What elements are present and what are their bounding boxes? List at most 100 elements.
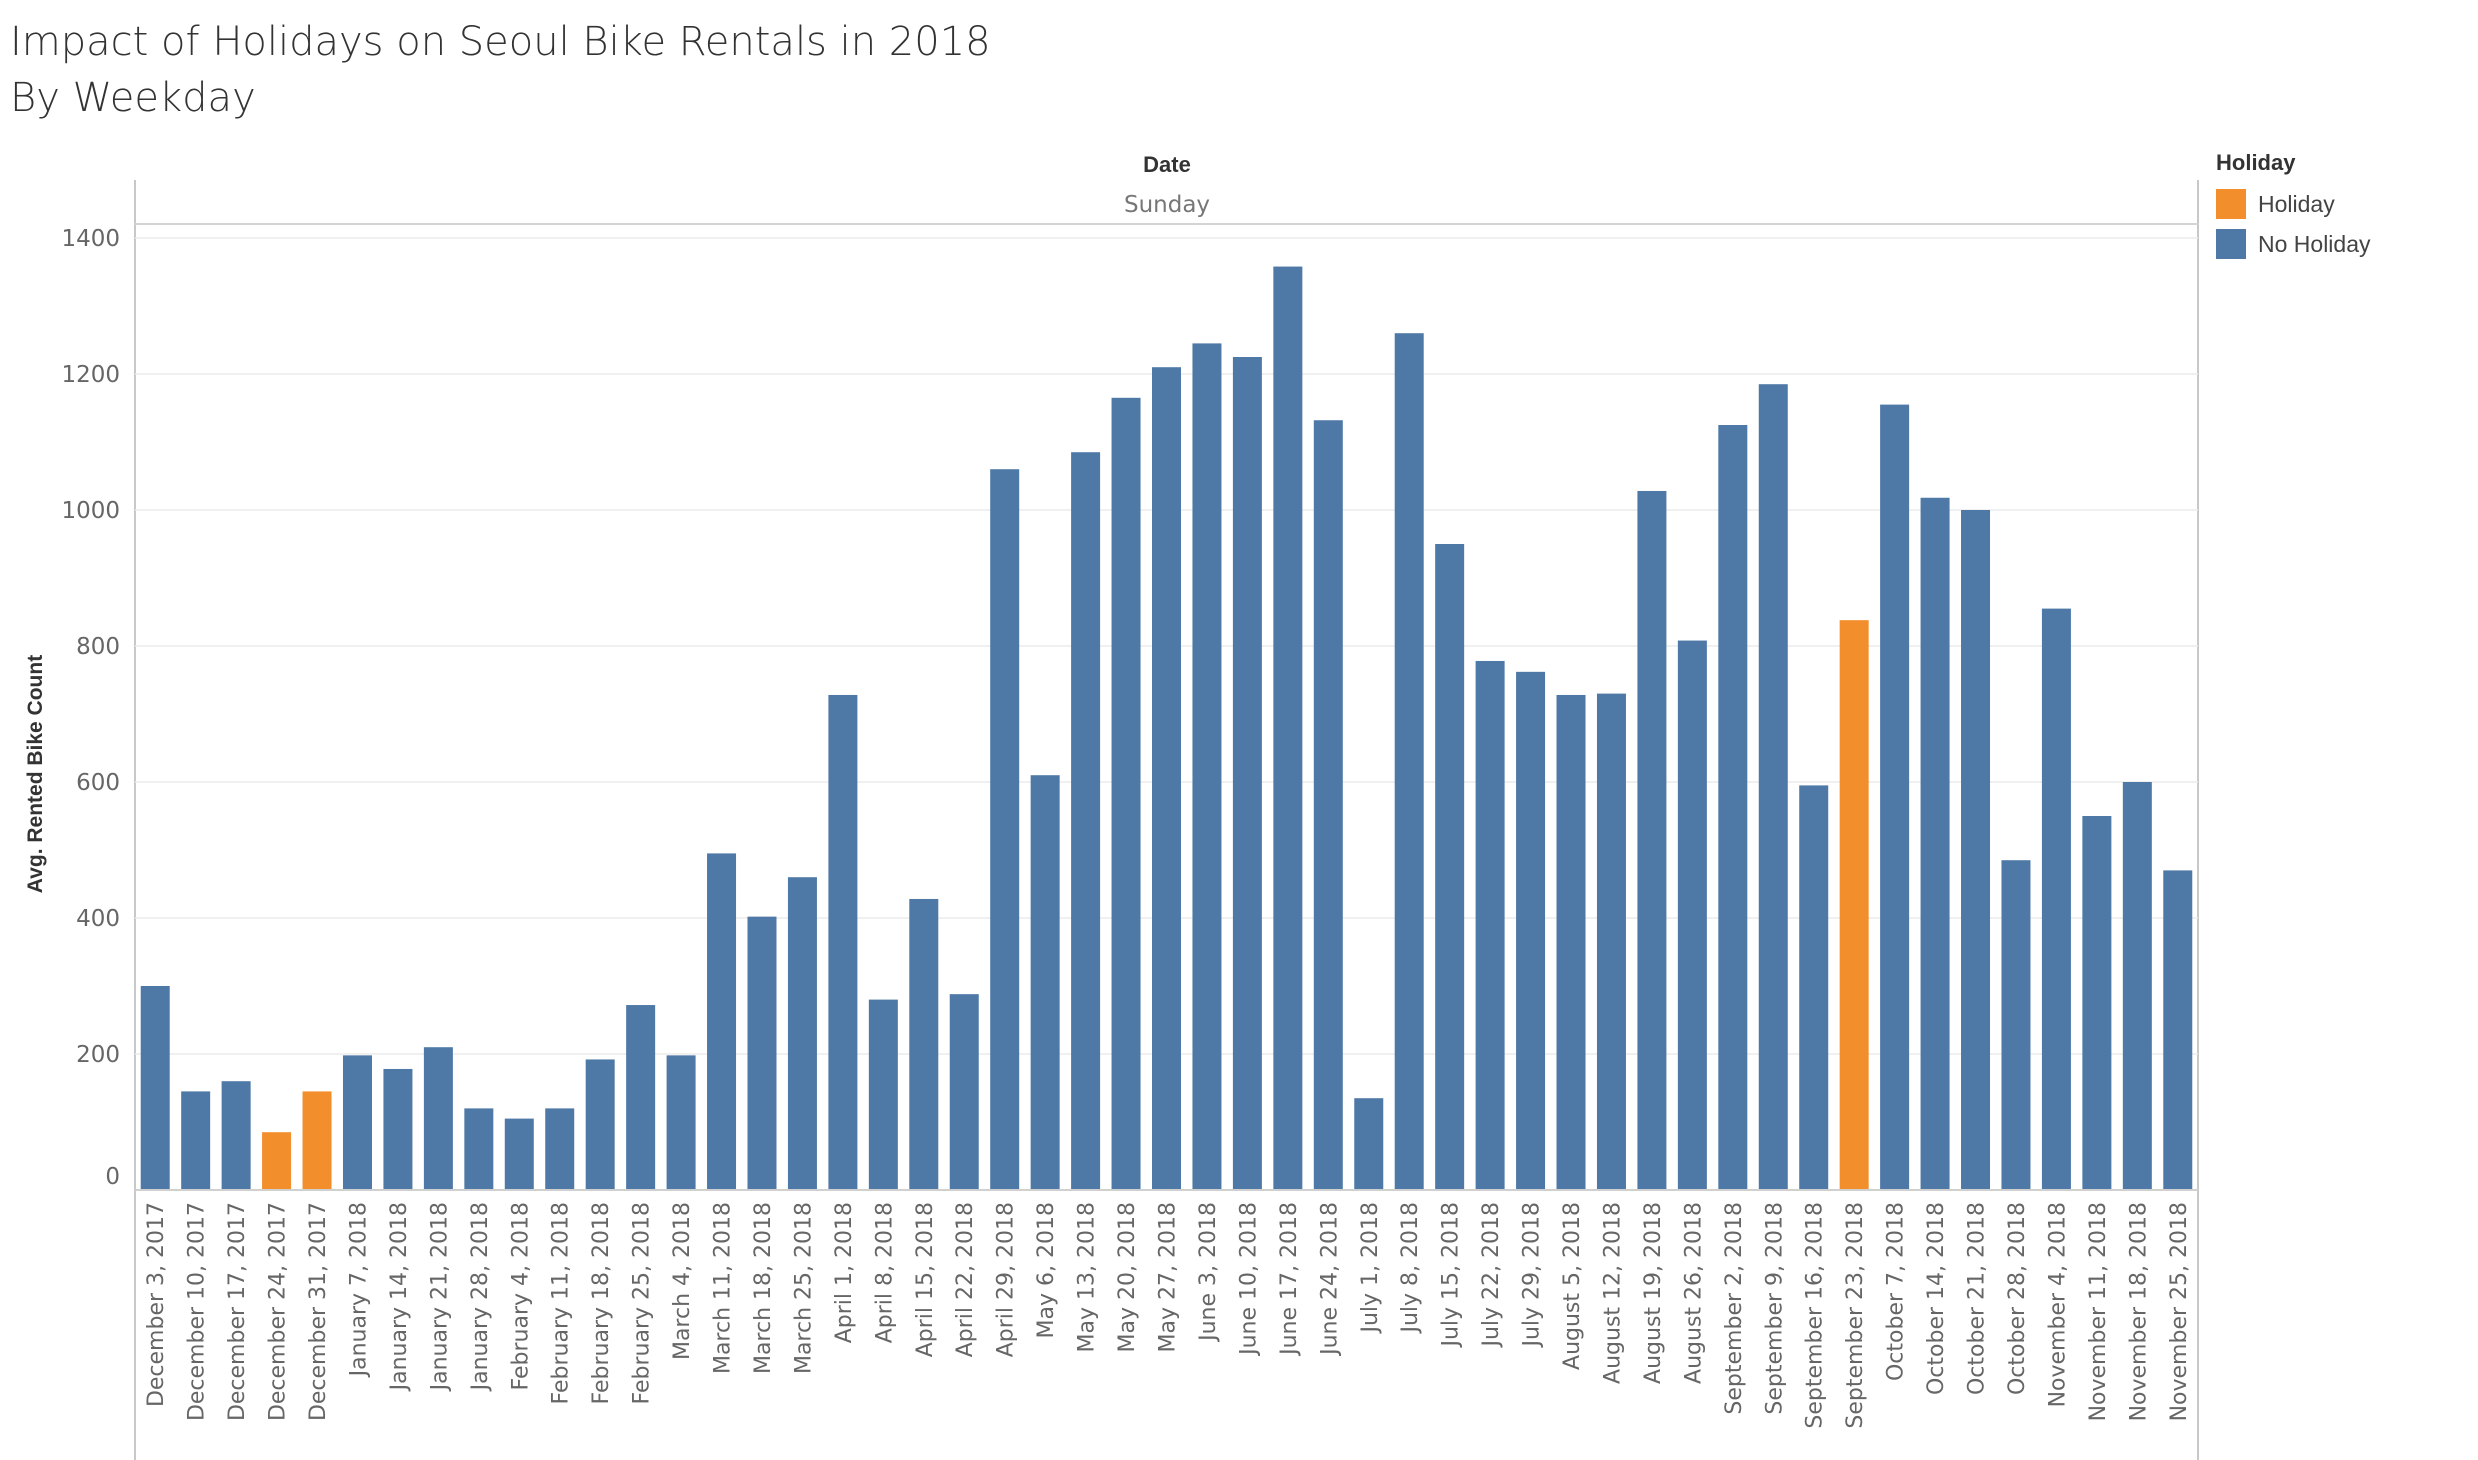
bar-19	[868, 999, 898, 1190]
y-tick-label-1000: 1000	[61, 498, 120, 524]
bar-39	[1677, 640, 1707, 1190]
bar-51	[2163, 870, 2193, 1190]
bar-42	[1799, 785, 1829, 1190]
y-tick-label-600: 600	[76, 770, 120, 796]
x-tick-label-20: April 15, 2018	[913, 1202, 938, 1357]
legend-item-no-holiday[interactable]: No Holiday	[2216, 224, 2371, 264]
x-tick-label-21: April 22, 2018	[953, 1202, 978, 1357]
chart-title: Impact of Holidays on Seoul Bike Rentals…	[10, 19, 991, 65]
x-tick-label-33: July 15, 2018	[1439, 1202, 1464, 1349]
y-tick-label-400: 400	[76, 906, 120, 932]
bar-47	[2001, 860, 2031, 1190]
bar-5	[302, 1091, 332, 1190]
bar-12	[585, 1059, 615, 1190]
x-tick-label-14: March 4, 2018	[670, 1202, 695, 1360]
y-tick-label-0: 0	[105, 1164, 120, 1190]
bar-17	[787, 877, 817, 1190]
y-tick-label-800: 800	[76, 634, 120, 660]
bar-40	[1718, 425, 1748, 1190]
x-tick-label-5: December 31, 2017	[306, 1202, 331, 1421]
bar-18	[828, 694, 858, 1190]
bar-27	[1192, 343, 1222, 1190]
bar-23	[1030, 775, 1060, 1190]
x-tick-label-48: November 4, 2018	[2045, 1202, 2070, 1407]
x-tick-label-30: June 24, 2018	[1317, 1202, 1342, 1357]
x-tick-label-13: February 25, 2018	[630, 1202, 655, 1404]
x-tick-label-28: June 10, 2018	[1236, 1202, 1261, 1357]
x-tick-label-19: April 8, 2018	[872, 1202, 897, 1343]
x-tick-label-17: March 25, 2018	[791, 1202, 816, 1374]
legend-swatch-no-holiday	[2216, 229, 2246, 259]
x-tick-label-6: January 7, 2018	[346, 1202, 371, 1378]
bar-4	[262, 1132, 292, 1190]
bar-9	[464, 1108, 494, 1190]
x-tick-label-18: April 1, 2018	[832, 1202, 857, 1343]
bar-46	[1961, 510, 1991, 1190]
bar-10	[504, 1118, 534, 1190]
bar-28	[1232, 357, 1262, 1190]
x-tick-label-38: August 19, 2018	[1641, 1202, 1666, 1384]
x-tick-label-16: March 18, 2018	[751, 1202, 776, 1374]
bar-26	[1152, 367, 1181, 1190]
x-tick-label-25: May 20, 2018	[1115, 1202, 1140, 1352]
x-tick-label-9: January 28, 2018	[468, 1202, 493, 1392]
bar-48	[2041, 608, 2071, 1190]
y-tick-label-1400: 1400	[61, 226, 120, 252]
x-tick-label-15: March 11, 2018	[711, 1202, 736, 1374]
bar-37	[1596, 693, 1626, 1190]
x-tick-label-43: September 23, 2018	[1843, 1202, 1868, 1429]
bar-45	[1920, 497, 1950, 1190]
x-tick-label-39: August 26, 2018	[1681, 1202, 1706, 1384]
legend-item-holiday[interactable]: Holiday	[2216, 184, 2371, 224]
x-tick-label-8: January 21, 2018	[427, 1202, 452, 1392]
bar-41	[1758, 384, 1788, 1190]
bar-49	[2082, 816, 2112, 1190]
x-tick-label-10: February 4, 2018	[508, 1202, 533, 1390]
bar-20	[909, 898, 939, 1190]
x-tick-label-22: April 29, 2018	[994, 1202, 1019, 1357]
column-header-date: Date	[1143, 152, 1191, 177]
bar-31	[1354, 1098, 1384, 1190]
bar-6	[342, 1055, 372, 1190]
x-tick-label-36: August 5, 2018	[1560, 1202, 1585, 1370]
bar-35	[1516, 671, 1546, 1190]
x-tick-label-44: October 7, 2018	[1884, 1202, 1909, 1381]
x-tick-label-51: November 25, 2018	[2167, 1202, 2192, 1421]
legend-label-holiday: Holiday	[2258, 190, 2335, 217]
x-tick-label-32: July 8, 2018	[1398, 1202, 1423, 1335]
x-tick-label-34: July 22, 2018	[1479, 1202, 1504, 1349]
y-tick-label-200: 200	[76, 1042, 120, 1068]
x-tick-label-2: December 10, 2017	[185, 1202, 210, 1421]
bar-21	[949, 994, 979, 1190]
bar-15	[707, 853, 737, 1190]
title-block: Impact of Holidays on Seoul Bike Rentals…	[10, 14, 991, 126]
x-tick-label-11: February 11, 2018	[549, 1202, 574, 1404]
x-tick-label-50: November 18, 2018	[2126, 1202, 2151, 1421]
bar-11	[545, 1108, 575, 1190]
panel-label-sunday: Sunday	[1124, 192, 1210, 218]
bar-44	[1880, 404, 1910, 1191]
x-tick-label-47: October 28, 2018	[2005, 1202, 2030, 1395]
x-tick-label-45: October 14, 2018	[1924, 1202, 1949, 1395]
y-tick-label-1200: 1200	[61, 362, 120, 388]
bar-14	[666, 1055, 696, 1190]
x-tick-label-12: February 18, 2018	[589, 1202, 614, 1404]
bar-50	[2122, 782, 2152, 1190]
bar-43	[1839, 620, 1869, 1190]
legend-title: Holiday	[2216, 150, 2296, 175]
x-tick-label-26: May 27, 2018	[1156, 1202, 1181, 1352]
bar-29	[1273, 266, 1303, 1190]
legend-swatch-holiday	[2216, 189, 2246, 219]
x-tick-label-24: May 13, 2018	[1075, 1202, 1100, 1352]
bar-33	[1435, 544, 1465, 1190]
x-tick-label-46: October 21, 2018	[1965, 1202, 1990, 1395]
x-tick-label-49: November 11, 2018	[2086, 1202, 2111, 1421]
bar-7	[383, 1068, 413, 1190]
bar-36	[1556, 694, 1586, 1190]
bar-34	[1475, 660, 1505, 1190]
bar-13	[626, 1005, 656, 1190]
bar-25	[1111, 397, 1141, 1190]
x-tick-label-4: December 24, 2017	[266, 1202, 291, 1421]
bar-3	[221, 1081, 251, 1190]
